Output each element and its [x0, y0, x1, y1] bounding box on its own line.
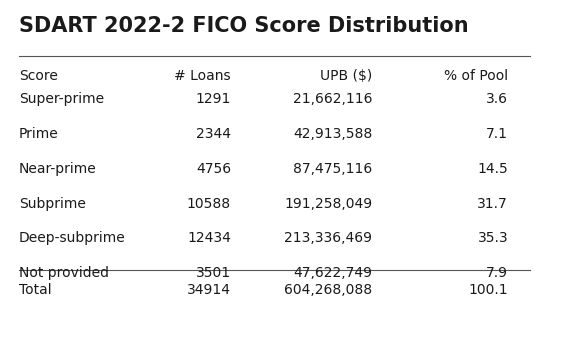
Text: 191,258,049: 191,258,049	[284, 197, 372, 211]
Text: 47,622,749: 47,622,749	[293, 266, 372, 280]
Text: UPB ($): UPB ($)	[320, 69, 372, 83]
Text: Super-prime: Super-prime	[19, 92, 104, 106]
Text: 3.6: 3.6	[486, 92, 508, 106]
Text: Total: Total	[19, 283, 52, 297]
Text: 42,913,588: 42,913,588	[293, 127, 372, 141]
Text: 7.9: 7.9	[486, 266, 508, 280]
Text: Subprime: Subprime	[19, 197, 86, 211]
Text: 34914: 34914	[187, 283, 231, 297]
Text: 21,662,116: 21,662,116	[293, 92, 372, 106]
Text: Prime: Prime	[19, 127, 59, 141]
Text: Score: Score	[19, 69, 58, 83]
Text: 10588: 10588	[187, 197, 231, 211]
Text: Deep-subprime: Deep-subprime	[19, 232, 126, 245]
Text: 213,336,469: 213,336,469	[284, 232, 372, 245]
Text: 87,475,116: 87,475,116	[293, 162, 372, 176]
Text: SDART 2022-2 FICO Score Distribution: SDART 2022-2 FICO Score Distribution	[19, 16, 469, 36]
Text: 12434: 12434	[187, 232, 231, 245]
Text: 2344: 2344	[196, 127, 231, 141]
Text: 7.1: 7.1	[486, 127, 508, 141]
Text: 4756: 4756	[196, 162, 231, 176]
Text: 14.5: 14.5	[477, 162, 508, 176]
Text: Near-prime: Near-prime	[19, 162, 97, 176]
Text: Not provided: Not provided	[19, 266, 109, 280]
Text: 35.3: 35.3	[478, 232, 508, 245]
Text: 1291: 1291	[196, 92, 231, 106]
Text: 604,268,088: 604,268,088	[284, 283, 372, 297]
Text: 100.1: 100.1	[469, 283, 508, 297]
Text: # Loans: # Loans	[174, 69, 231, 83]
Text: 3501: 3501	[196, 266, 231, 280]
Text: % of Pool: % of Pool	[444, 69, 508, 83]
Text: 31.7: 31.7	[477, 197, 508, 211]
